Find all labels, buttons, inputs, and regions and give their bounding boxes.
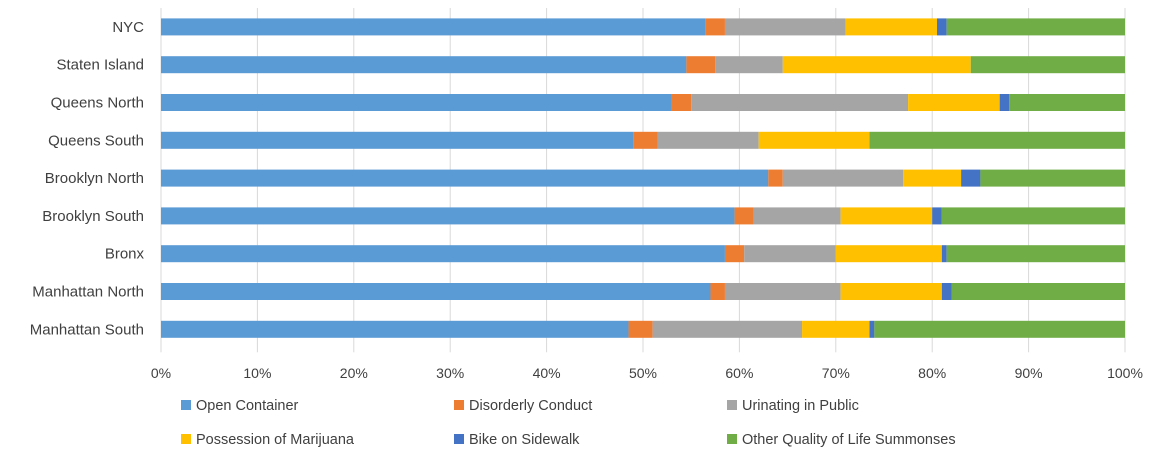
- legend-item-disorderly-conduct: Disorderly Conduct: [454, 398, 592, 414]
- x-tick-label-70: 70%: [822, 365, 850, 381]
- bar-staten-island-urinating-in-public: [715, 56, 783, 74]
- category-label-brooklyn-south: Brooklyn South: [42, 208, 144, 225]
- bar-manhattan-south-possession-of-marijuana: [802, 320, 870, 338]
- bar-brooklyn-north-urinating-in-public: [782, 169, 904, 187]
- legend-label-bike-on-sidewalk: Bike on Sidewalk: [469, 432, 580, 448]
- legend-label-disorderly-conduct: Disorderly Conduct: [469, 398, 592, 414]
- bar-queens-north-disorderly-conduct: [671, 94, 692, 111]
- x-tick-label-40: 40%: [533, 365, 561, 381]
- bar-staten-island-disorderly-conduct: [686, 56, 716, 74]
- legend-label-other-quality-of-life-summonses: Other Quality of Life Summonses: [742, 432, 956, 448]
- legend-swatch-open-container: [181, 400, 191, 410]
- bar-brooklyn-south-disorderly-conduct: [734, 207, 754, 225]
- bar-manhattan-south-urinating-in-public: [652, 320, 803, 338]
- x-tick-label-80: 80%: [918, 365, 946, 381]
- bar-manhattan-north-bike-on-sidewalk: [941, 283, 952, 300]
- bar-queens-south-urinating-in-public: [657, 131, 759, 149]
- bar-queens-north-open-container: [161, 94, 672, 111]
- bar-queens-north-possession-of-marijuana: [908, 94, 1000, 111]
- bar-manhattan-north-disorderly-conduct: [710, 283, 725, 300]
- bar-nyc-other-quality-of-life-summonses: [946, 18, 1125, 36]
- bar-manhattan-south-open-container: [161, 320, 629, 338]
- legend-label-urinating-in-public: Urinating in Public: [742, 398, 859, 414]
- bar-bronx-disorderly-conduct: [724, 245, 745, 263]
- legend-swatch-possession-of-marijuana: [181, 434, 191, 444]
- bar-brooklyn-south-open-container: [161, 207, 735, 225]
- bar-manhattan-south-bike-on-sidewalk: [869, 320, 875, 338]
- legend-swatch-other-quality-of-life-summonses: [727, 434, 737, 444]
- bars-layer: [161, 18, 1125, 338]
- bar-queens-north-urinating-in-public: [691, 94, 909, 111]
- legend-swatch-bike-on-sidewalk: [454, 434, 464, 444]
- x-tick-label-60: 60%: [725, 365, 753, 381]
- bar-brooklyn-north-open-container: [161, 169, 769, 187]
- bar-queens-south-open-container: [161, 131, 634, 149]
- bar-queens-south-possession-of-marijuana: [758, 131, 870, 149]
- bar-manhattan-north-possession-of-marijuana: [840, 283, 942, 300]
- bar-nyc-urinating-in-public: [724, 18, 846, 36]
- bar-nyc-bike-on-sidewalk: [937, 18, 947, 36]
- category-label-bronx: Bronx: [105, 246, 145, 263]
- bar-queens-north-bike-on-sidewalk: [999, 94, 1010, 111]
- x-tick-label-0: 0%: [151, 365, 171, 381]
- x-tick-label-10: 10%: [243, 365, 271, 381]
- bar-nyc-open-container: [161, 18, 706, 36]
- x-tick-label-30: 30%: [436, 365, 464, 381]
- bar-nyc-disorderly-conduct: [705, 18, 725, 36]
- x-tick-label-50: 50%: [629, 365, 657, 381]
- bar-manhattan-north-open-container: [161, 283, 711, 300]
- bar-bronx-other-quality-of-life-summonses: [946, 245, 1125, 263]
- bar-brooklyn-north-disorderly-conduct: [768, 169, 783, 187]
- bar-brooklyn-north-bike-on-sidewalk: [961, 169, 981, 187]
- bar-brooklyn-south-urinating-in-public: [753, 207, 841, 225]
- legend-item-urinating-in-public: Urinating in Public: [727, 398, 859, 414]
- legend-item-open-container: Open Container: [181, 398, 299, 414]
- bar-brooklyn-south-possession-of-marijuana: [840, 207, 933, 225]
- bar-bronx-open-container: [161, 245, 725, 263]
- category-label-queens-north: Queens North: [51, 95, 144, 112]
- legend-item-other-quality-of-life-summonses: Other Quality of Life Summonses: [727, 432, 956, 448]
- bar-manhattan-north-other-quality-of-life-summonses: [951, 283, 1125, 300]
- x-tick-label-90: 90%: [1015, 365, 1043, 381]
- category-label-queens-south: Queens South: [48, 132, 144, 149]
- bar-brooklyn-north-other-quality-of-life-summonses: [980, 169, 1125, 187]
- bar-staten-island-possession-of-marijuana: [782, 56, 971, 74]
- legend-swatch-urinating-in-public: [727, 400, 737, 410]
- category-label-brooklyn-north: Brooklyn North: [45, 170, 144, 187]
- bar-bronx-bike-on-sidewalk: [941, 245, 947, 263]
- bar-staten-island-other-quality-of-life-summonses: [970, 56, 1125, 74]
- bar-staten-island-open-container: [161, 56, 687, 74]
- bar-brooklyn-south-bike-on-sidewalk: [932, 207, 942, 225]
- bar-brooklyn-south-other-quality-of-life-summonses: [941, 207, 1125, 225]
- category-label-nyc: NYC: [112, 19, 144, 36]
- x-tick-label-20: 20%: [340, 365, 368, 381]
- bar-nyc-possession-of-marijuana: [845, 18, 938, 36]
- category-label-manhattan-north: Manhattan North: [32, 284, 144, 301]
- bar-manhattan-south-disorderly-conduct: [628, 320, 653, 338]
- bar-bronx-urinating-in-public: [744, 245, 836, 263]
- legend-item-bike-on-sidewalk: Bike on Sidewalk: [454, 432, 580, 448]
- category-label-manhattan-south: Manhattan South: [30, 321, 144, 338]
- legend-label-open-container: Open Container: [196, 398, 299, 414]
- bar-brooklyn-north-possession-of-marijuana: [903, 169, 962, 187]
- x-tick-labels: 0% 10% 20% 30% 40% 50% 60% 70% 80% 90% 100%: [151, 365, 1143, 381]
- legend: Open Container Disorderly Conduct Urinatin…: [181, 398, 956, 448]
- bar-manhattan-south-other-quality-of-life-summonses: [874, 320, 1125, 338]
- legend-label-possession-of-marijuana: Possession of Marijuana: [196, 432, 355, 448]
- legend-swatch-disorderly-conduct: [454, 400, 464, 410]
- bar-queens-north-other-quality-of-life-summonses: [1009, 94, 1125, 111]
- bar-manhattan-north-urinating-in-public: [724, 283, 841, 300]
- category-label-staten-island: Staten Island: [56, 57, 144, 74]
- bar-queens-south-other-quality-of-life-summonses: [869, 131, 1125, 149]
- category-labels: NYC Staten Island Queens North Queens South…: [30, 19, 145, 338]
- legend-item-possession-of-marijuana: Possession of Marijuana: [181, 432, 355, 448]
- x-tick-label-100: 100%: [1107, 365, 1143, 381]
- bar-queens-south-disorderly-conduct: [633, 131, 658, 149]
- bar-bronx-possession-of-marijuana: [835, 245, 942, 263]
